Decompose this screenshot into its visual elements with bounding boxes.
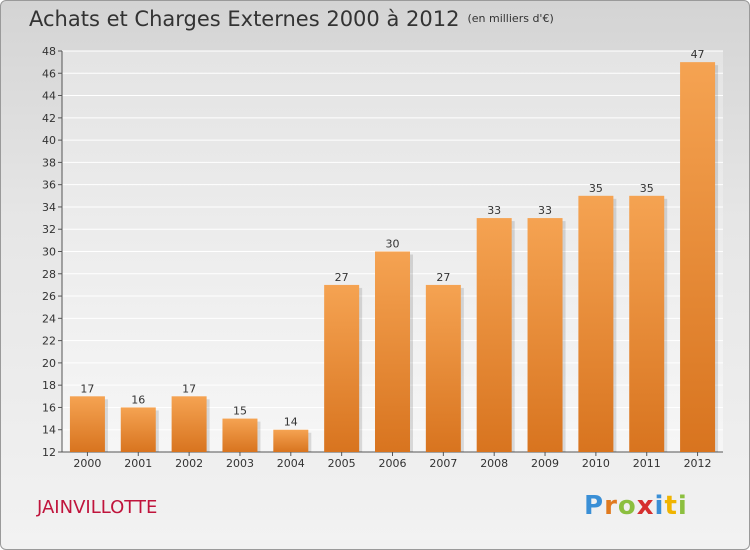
bar-value-label: 47 <box>691 48 705 61</box>
y-tick-label: 40 <box>42 134 56 147</box>
x-tick-label: 2003 <box>226 457 254 470</box>
y-tick-label: 22 <box>42 335 56 348</box>
bar-value-label: 35 <box>589 182 603 195</box>
bar-value-label: 27 <box>335 271 349 284</box>
chart-subtitle: (en milliers d'€) <box>467 12 554 25</box>
bar-value-label: 35 <box>640 182 654 195</box>
bar-value-label: 17 <box>182 382 196 395</box>
bar-value-label: 15 <box>233 405 247 418</box>
y-tick-label: 46 <box>42 67 56 80</box>
chart-title: Achats et Charges Externes 2000 à 2012 (e… <box>29 7 554 31</box>
bar <box>375 251 410 452</box>
y-tick-label: 18 <box>42 379 56 392</box>
chart-title-text: Achats et Charges Externes 2000 à 2012 <box>29 7 460 31</box>
y-tick-label: 38 <box>42 156 56 169</box>
x-tick-label: 2007 <box>429 457 457 470</box>
x-tick-label: 2012 <box>684 457 712 470</box>
x-tick-label: 2002 <box>175 457 203 470</box>
bar-value-label: 33 <box>487 204 501 217</box>
x-tick-label: 2004 <box>277 457 305 470</box>
bar-value-label: 17 <box>80 382 94 395</box>
x-tick-label: 2011 <box>633 457 661 470</box>
bar-value-label: 33 <box>538 204 552 217</box>
bar <box>578 195 614 453</box>
y-tick-label: 12 <box>42 446 56 459</box>
proxiti-logo: Proxiti <box>584 491 688 521</box>
y-tick-label: 42 <box>42 112 56 125</box>
bar <box>120 407 156 452</box>
y-tick-label: 44 <box>42 90 56 103</box>
logo-letter: i <box>677 491 688 521</box>
logo-letter: x <box>636 491 655 521</box>
bar <box>324 284 360 452</box>
bar-value-label: 27 <box>436 271 450 284</box>
x-tick-label: 2009 <box>531 457 559 470</box>
commune-name: JAINVILLOTTE <box>37 497 158 518</box>
x-tick-label: 2008 <box>480 457 508 470</box>
logo-letter: i <box>654 491 665 521</box>
y-tick-label: 26 <box>42 290 56 303</box>
bar-value-label: 14 <box>284 416 298 429</box>
y-tick-label: 30 <box>42 246 56 259</box>
logo-letter: t <box>664 491 678 521</box>
bar <box>171 396 207 452</box>
bar <box>476 218 512 452</box>
x-tick-label: 2001 <box>124 457 152 470</box>
y-tick-label: 32 <box>42 223 56 236</box>
bar-value-label: 30 <box>386 238 400 251</box>
x-tick-label: 2010 <box>582 457 610 470</box>
bar-value-label: 16 <box>131 393 145 406</box>
y-tick-label: 48 <box>42 45 56 58</box>
y-tick-label: 34 <box>42 201 56 214</box>
x-tick-label: 2005 <box>328 457 356 470</box>
bar <box>425 284 461 452</box>
y-tick-label: 24 <box>42 312 56 325</box>
bar <box>273 429 309 452</box>
bar <box>527 218 563 452</box>
logo-letter: r <box>604 491 618 521</box>
x-tick-label: 2000 <box>73 457 101 470</box>
bar <box>69 396 105 452</box>
logo-letter: P <box>584 491 605 521</box>
bar <box>629 195 665 453</box>
y-tick-label: 20 <box>42 357 56 370</box>
bar <box>222 418 258 452</box>
y-tick-label: 16 <box>42 401 56 414</box>
y-tick-label: 36 <box>42 179 56 192</box>
y-tick-label: 14 <box>42 424 56 437</box>
x-tick-label: 2006 <box>379 457 407 470</box>
bar <box>680 62 716 453</box>
logo-letter: o <box>617 491 637 521</box>
y-tick-label: 28 <box>42 268 56 281</box>
